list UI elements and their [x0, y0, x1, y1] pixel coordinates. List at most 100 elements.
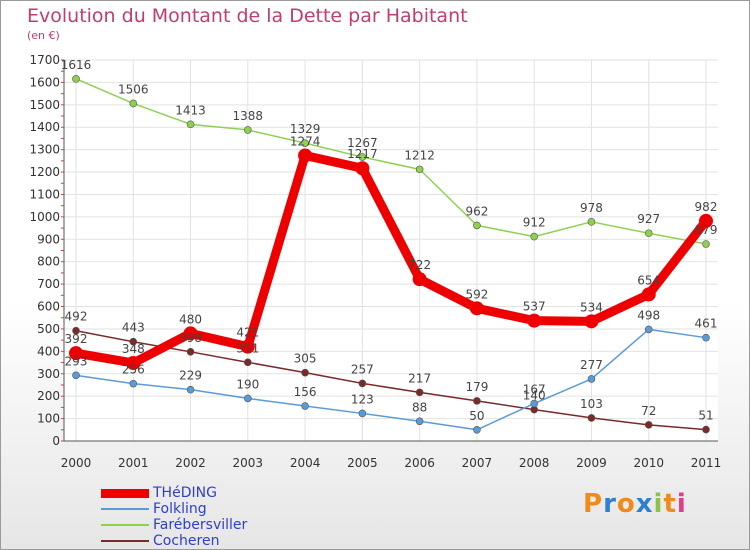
data-label: 88 — [412, 400, 427, 414]
data-point — [301, 368, 309, 377]
data-label: 1274 — [290, 134, 321, 148]
x-tick-label: 2004 — [290, 456, 321, 470]
y-tick-label: 1700 — [29, 53, 60, 67]
data-point — [415, 417, 424, 426]
data-label: 190 — [236, 377, 259, 391]
data-label: 167 — [523, 383, 546, 397]
data-point — [641, 287, 656, 302]
data-point — [415, 165, 424, 174]
data-point — [702, 240, 710, 248]
data-label: 461 — [695, 317, 718, 331]
series-line-cocheren — [75, 329, 707, 431]
chart-subtitle: (en €) — [27, 29, 60, 42]
data-point — [587, 375, 596, 383]
legend-swatch — [101, 540, 149, 542]
y-tick-label: 1500 — [29, 98, 60, 112]
data-label: 654 — [637, 273, 660, 287]
data-label: 982 — [695, 200, 718, 214]
data-label: 1267 — [347, 136, 378, 150]
x-tick-label: 2001 — [118, 456, 149, 470]
data-label: 480 — [179, 312, 202, 326]
plot-area — [64, 60, 718, 441]
y-tick-label: 200 — [37, 389, 60, 403]
data-label: 978 — [580, 201, 603, 215]
data-label: 293 — [65, 354, 88, 368]
data-label: 277 — [580, 358, 603, 372]
x-tick-label: 2002 — [175, 456, 206, 470]
y-tick-label: 800 — [37, 255, 60, 269]
data-point — [644, 229, 653, 238]
y-tick-label: 1100 — [29, 187, 60, 201]
data-point — [358, 409, 367, 418]
data-point — [469, 301, 484, 316]
logo-letter: i — [653, 489, 664, 519]
data-point — [244, 126, 252, 134]
data-label: 492 — [65, 310, 88, 324]
x-tick-label: 2003 — [233, 456, 264, 470]
data-label: 50 — [469, 409, 484, 423]
data-label: 1506 — [118, 82, 149, 96]
logo-letter: x — [635, 489, 654, 519]
y-tick-label: 300 — [37, 367, 60, 381]
data-label: 229 — [179, 369, 202, 383]
data-label: 392 — [65, 332, 88, 346]
data-point — [186, 385, 195, 394]
data-label: 179 — [465, 380, 488, 394]
data-point — [129, 99, 138, 108]
data-label: 537 — [523, 300, 546, 314]
data-point — [186, 120, 195, 129]
data-point — [473, 221, 481, 230]
data-label: 421 — [236, 326, 259, 340]
y-tick-label: 100 — [37, 412, 60, 426]
data-point — [699, 213, 713, 228]
data-label: 927 — [637, 212, 660, 226]
data-label: 305 — [294, 352, 317, 366]
y-tick-label: 0 — [52, 434, 60, 448]
x-tick-label: 2006 — [404, 456, 435, 470]
legend-item: Cocheren — [101, 533, 247, 549]
data-label: 51 — [698, 409, 713, 423]
data-point — [702, 425, 710, 434]
series-line-théding — [71, 150, 711, 368]
data-label: 1329 — [290, 122, 321, 136]
y-tick-label: 600 — [37, 300, 60, 314]
data-label: 962 — [465, 204, 488, 218]
data-point — [301, 139, 309, 147]
data-point — [587, 218, 596, 226]
data-point — [473, 425, 481, 434]
y-tick-label: 1400 — [29, 120, 60, 134]
data-point — [473, 397, 481, 405]
data-point — [240, 339, 255, 354]
legend-label: Farébersviller — [153, 517, 248, 533]
legend-swatch — [101, 524, 149, 526]
x-tick-label: 2010 — [633, 456, 664, 470]
data-point — [644, 421, 653, 429]
x-tick-label: 2011 — [691, 456, 722, 470]
data-label: 1217 — [347, 147, 378, 161]
data-label: 1616 — [61, 58, 92, 72]
y-tick-label: 900 — [37, 232, 60, 246]
proxiti-logo: Proxiti — [583, 489, 687, 519]
data-point — [72, 371, 80, 380]
x-tick-label: 2007 — [462, 456, 493, 470]
data-point — [702, 333, 710, 342]
data-label: 498 — [637, 308, 660, 322]
data-label: 351 — [236, 341, 259, 355]
data-point — [126, 356, 141, 371]
series-line-farébersviller — [75, 78, 707, 245]
data-point — [72, 326, 80, 335]
data-point — [355, 161, 370, 176]
data-point — [644, 325, 653, 334]
data-label: 256 — [122, 363, 145, 377]
data-point — [412, 272, 427, 287]
data-point — [301, 402, 309, 410]
data-point — [527, 313, 542, 328]
data-label: 123 — [351, 392, 374, 406]
x-tick-label: 2009 — [576, 456, 607, 470]
data-point — [530, 232, 538, 241]
y-tick-label: 500 — [37, 322, 60, 336]
data-point — [358, 153, 367, 161]
logo-letter: t — [663, 489, 677, 519]
y-tick-label: 1000 — [29, 210, 60, 224]
